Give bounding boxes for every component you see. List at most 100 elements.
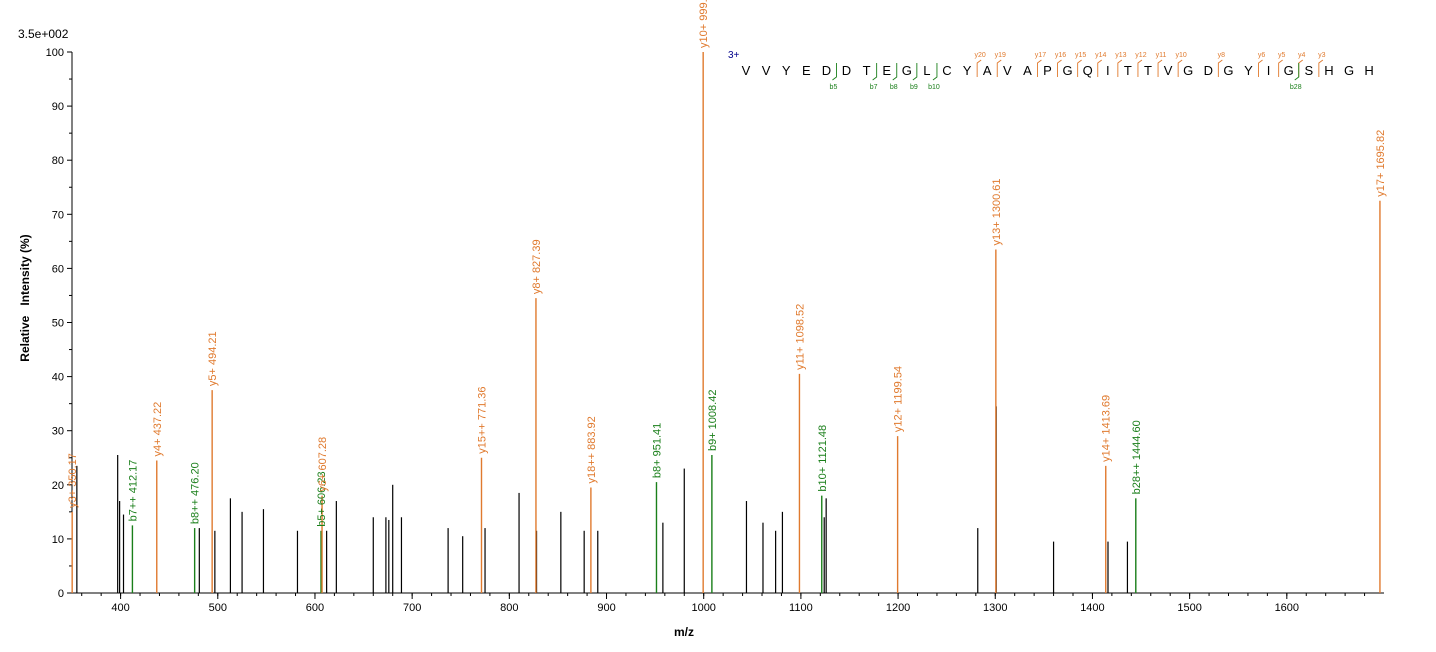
sequence-residue: H	[1364, 63, 1373, 78]
y-fragment-mark	[996, 59, 1002, 77]
b-fragment-label: b7	[870, 84, 878, 91]
sequence-residue: Y	[1244, 63, 1253, 78]
y-fragment-label: y13	[1115, 52, 1126, 59]
b-fragment-mark	[892, 63, 898, 81]
peak-label: y6+ 607.28	[317, 437, 329, 492]
sequence-residue: D	[1204, 63, 1213, 78]
b-fragment-label: b5	[830, 84, 838, 91]
sequence-residue: L	[923, 63, 930, 78]
y-fragment-label: y20	[975, 52, 986, 59]
y-tick-label: 0	[58, 588, 64, 600]
y-fragment-label: y11	[1156, 52, 1167, 59]
sequence-residue: G	[902, 63, 912, 78]
peak-label: y5+ 494.21	[207, 331, 219, 386]
sequence-residue: D	[822, 63, 831, 78]
b-fragment-label: b28	[1290, 84, 1302, 91]
b-fragment-mark	[872, 63, 878, 81]
sequence-residue: V	[762, 63, 771, 78]
y-tick-label: 40	[52, 372, 64, 384]
peak-label: y3+ 350.17	[67, 453, 79, 508]
peak-label: y18++ 883.92	[586, 416, 598, 483]
sequence-residue: P	[1043, 63, 1052, 78]
b-fragment-label: b10	[928, 84, 940, 91]
y-fragment-label: y6	[1258, 52, 1266, 59]
y-fragment-mark	[1077, 59, 1082, 77]
peak-label: y13+ 1300.61	[991, 178, 1003, 245]
y-fragment-label: y4	[1298, 52, 1306, 59]
y-fragment-label: y8	[1218, 52, 1226, 59]
sequence-residue: T	[863, 63, 871, 78]
y-axis-title: Relative Intensity (%)	[18, 234, 32, 361]
sequence-residue: G	[1284, 63, 1294, 78]
y-fragment-mark	[1217, 59, 1223, 77]
sequence-residue: A	[983, 63, 992, 78]
y-tick-label: 80	[52, 155, 64, 167]
sequence-residue: D	[842, 63, 851, 78]
b-fragment-label: b9	[910, 84, 918, 91]
y-tick-label: 10	[52, 534, 64, 546]
x-tick-label: 700	[403, 602, 421, 614]
sequence-residue: E	[802, 63, 811, 78]
y-tick-label: 90	[52, 101, 64, 113]
sequence-residue: G	[1344, 63, 1354, 78]
y-fragment-mark	[1278, 59, 1283, 77]
x-tick-label: 800	[500, 602, 518, 614]
sequence-residue: Q	[1083, 63, 1093, 78]
y-fragment-label: y10	[1176, 52, 1187, 59]
x-tick-label: 600	[306, 602, 324, 614]
intensity-scale-label: 3.5e+002	[18, 27, 69, 41]
y-tick-label: 20	[52, 480, 64, 492]
y-tick-label: 70	[52, 209, 64, 221]
b-fragment-mark	[932, 63, 938, 81]
x-tick-label: 1100	[789, 602, 813, 614]
sequence-residue: V	[1003, 63, 1012, 78]
sequence-residue: V	[1164, 63, 1173, 78]
x-tick-label: 1300	[983, 602, 1007, 614]
b-fragment-label: b8	[890, 84, 898, 91]
peak-label: b8+ 951.41	[651, 423, 663, 478]
x-tick-label: 1000	[691, 602, 715, 614]
sequence-residue: T	[1144, 63, 1152, 78]
x-tick-label: 400	[111, 602, 129, 614]
peak-label: y12+ 1199.54	[893, 366, 905, 432]
y-fragment-label: y19	[995, 52, 1006, 59]
peak-label: y17+ 1695.82	[1375, 130, 1387, 197]
sequence-residue: I	[1267, 63, 1271, 78]
y-tick-label: 30	[52, 426, 64, 438]
sequence-residue: C	[942, 63, 951, 78]
sequence-residue: G	[1223, 63, 1233, 78]
y-fragment-label: y14	[1095, 52, 1106, 59]
sequence-residue: V	[742, 63, 751, 78]
y-fragment-mark	[1177, 59, 1183, 77]
x-tick-label: 1200	[886, 602, 910, 614]
peak-labels: y3+ 350.17 b7++ 412.17 y4+ 437.22 b8++ 476.…	[67, 0, 1387, 527]
peak-label: b8++ 476.20	[190, 462, 202, 524]
sequence-residue: Y	[782, 63, 791, 78]
peak-label: b9+ 1008.42	[707, 390, 719, 451]
peak-label: y14+ 1413.69	[1101, 395, 1113, 462]
y-tick-label: 100	[46, 47, 64, 59]
x-axis-title: m/z	[674, 625, 694, 639]
y-fragment-mark	[1097, 59, 1103, 77]
y-fragment-mark	[1037, 59, 1042, 77]
peak-label: b5+ 606.23	[316, 471, 328, 526]
peak-label: b10+ 1121.48	[817, 425, 829, 492]
sequence-residue: Y	[963, 63, 972, 78]
sequence-residue: I	[1106, 63, 1110, 78]
x-tick-label: 1600	[1275, 602, 1299, 614]
peak-label: y4+ 437.22	[152, 402, 164, 457]
peak-label: b28++ 1444.60	[1131, 420, 1143, 494]
peak-label: y10+ 999.45	[698, 0, 710, 48]
sequence-residue: G	[1183, 63, 1193, 78]
y-fragment-mark	[1298, 59, 1304, 77]
x-tick-label: 1500	[1177, 602, 1201, 614]
y-fragment-mark	[1318, 59, 1324, 77]
y-fragment-mark	[1057, 59, 1062, 77]
y-fragment-mark	[1117, 59, 1123, 77]
y-fragment-label: y17	[1035, 52, 1046, 59]
y-fragment-mark	[1258, 59, 1263, 77]
y-fragment-label: y3	[1318, 52, 1326, 59]
peak-label: y8+ 827.39	[531, 239, 543, 294]
y-fragment-mark	[976, 59, 982, 77]
